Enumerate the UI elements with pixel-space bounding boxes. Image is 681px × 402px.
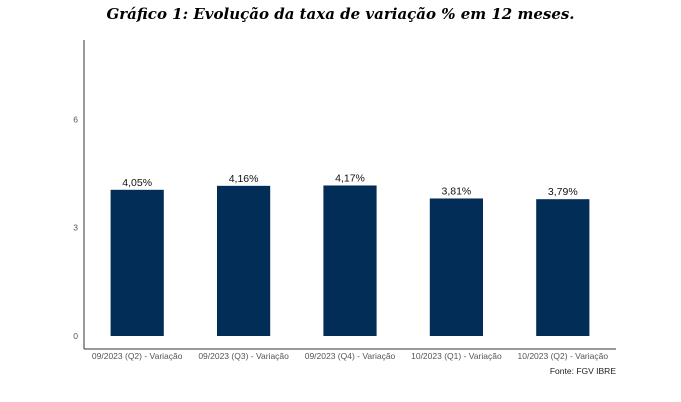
x-tick-label: 10/2023 (Q1) - Variação	[411, 351, 502, 361]
x-tick-label: 09/2023 (Q2) - Variação	[92, 351, 183, 361]
data-label: 3,81%	[442, 185, 472, 197]
x-tick-label: 09/2023 (Q4) - Variação	[305, 351, 396, 361]
chart-title: Gráfico 1: Evolução da taxa de variação …	[106, 5, 575, 23]
bar	[536, 199, 590, 336]
bar	[429, 198, 483, 336]
y-tick-label: 0	[73, 331, 78, 341]
bar	[110, 189, 164, 336]
source-note: Fonte: FGV IBRE	[550, 366, 616, 376]
data-label: 4,17%	[335, 172, 365, 184]
bar	[217, 185, 271, 336]
bar	[323, 185, 377, 336]
y-tick-label: 3	[73, 223, 78, 233]
y-tick-label: 6	[73, 114, 78, 124]
data-label: 4,05%	[122, 177, 152, 189]
x-tick-label: 09/2023 (Q3) - Variação	[198, 351, 289, 361]
data-label: 3,79%	[548, 186, 578, 198]
data-label: 4,16%	[229, 173, 259, 185]
x-tick-label: 10/2023 (Q2) - Variação	[518, 351, 609, 361]
